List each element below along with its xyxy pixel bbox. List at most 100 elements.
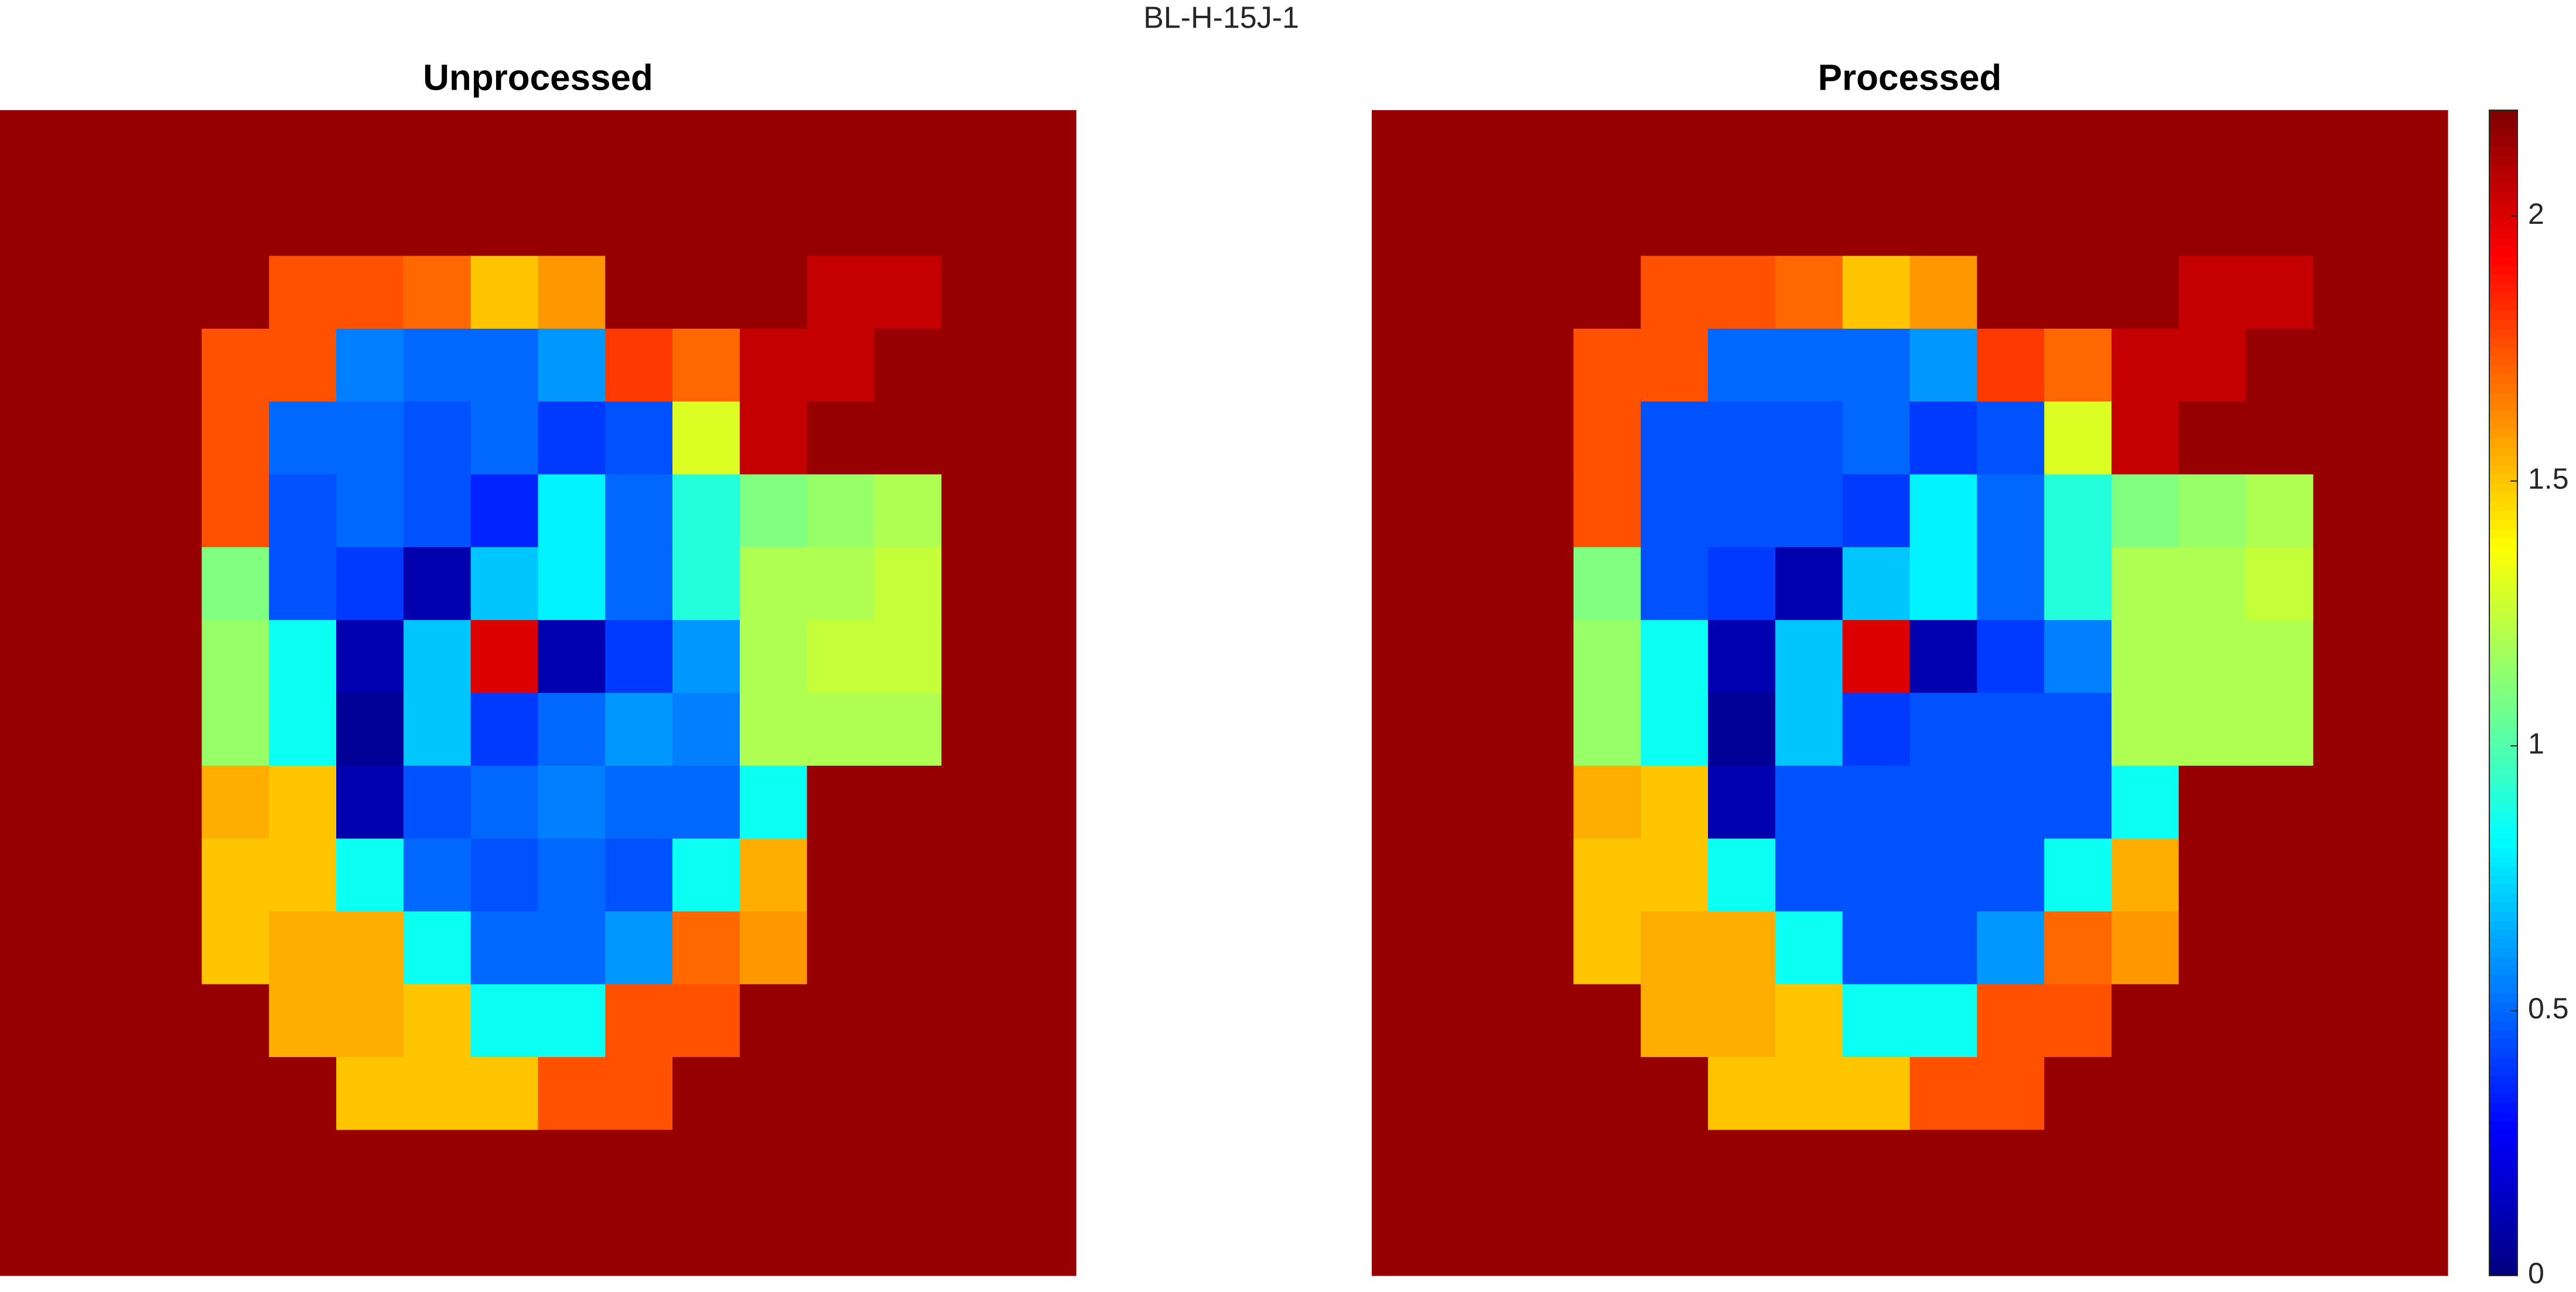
colorbar-segment bbox=[2489, 920, 2517, 930]
heatmap-cell bbox=[2044, 183, 2112, 257]
colorbar-segment bbox=[2489, 1248, 2517, 1258]
heatmap-cell bbox=[1909, 110, 1977, 183]
heatmap-cell bbox=[2313, 183, 2381, 257]
heatmap-cell bbox=[269, 328, 337, 402]
heatmap-cell bbox=[1641, 110, 1709, 183]
heatmap-cell bbox=[1439, 401, 1507, 475]
colorbar-segment bbox=[2489, 1020, 2517, 1031]
heatmap-cell bbox=[2313, 838, 2381, 912]
heatmap-cell bbox=[1842, 183, 1911, 257]
colorbar-segment bbox=[2489, 1175, 2517, 1185]
heatmap-cell bbox=[1708, 401, 1776, 475]
heatmap-cell bbox=[1909, 984, 1977, 1058]
colorbar-segment bbox=[2489, 811, 2517, 821]
colorbar-segment bbox=[2489, 483, 2517, 493]
heatmap-cell bbox=[1439, 765, 1507, 839]
heatmap-cell bbox=[67, 911, 135, 985]
heatmap-cell bbox=[2178, 620, 2247, 694]
heatmap-cell bbox=[2111, 547, 2179, 621]
heatmap-cell bbox=[470, 838, 539, 912]
heatmap-cell bbox=[2313, 474, 2381, 548]
colorbar-segment bbox=[2489, 502, 2517, 512]
heatmap-cell bbox=[2313, 110, 2381, 183]
heatmap-cell bbox=[1641, 401, 1709, 475]
colorbar-segment bbox=[2489, 765, 2517, 775]
heatmap-cell bbox=[1708, 838, 1776, 912]
heatmap-cell bbox=[1641, 911, 1709, 985]
heatmap-cell bbox=[2178, 547, 2247, 621]
heatmap-cell bbox=[739, 547, 808, 621]
heatmap-cell bbox=[470, 401, 539, 475]
heatmap-cell bbox=[1842, 328, 1911, 402]
heatmap-cell bbox=[470, 1202, 539, 1276]
colorbar-segment bbox=[2489, 438, 2517, 448]
heatmap-cell bbox=[739, 255, 808, 329]
heatmap-cell bbox=[403, 1202, 472, 1276]
heatmap-cell bbox=[2044, 547, 2112, 621]
colorbar-segment bbox=[2489, 711, 2517, 721]
heatmap-cell bbox=[807, 401, 875, 475]
colorbar-segment bbox=[2489, 201, 2517, 211]
colorbar-segment bbox=[2489, 192, 2517, 202]
heatmap-cell bbox=[2111, 1202, 2179, 1276]
heatmap-cell bbox=[269, 984, 337, 1058]
heatmap-cell bbox=[67, 1057, 135, 1130]
heatmap-cell bbox=[874, 765, 942, 839]
colorbar-segment bbox=[2489, 738, 2517, 748]
heatmap-cell bbox=[2246, 474, 2314, 548]
heatmap-cell bbox=[807, 328, 875, 402]
heatmap-cell bbox=[2044, 620, 2112, 694]
heatmap-cell bbox=[134, 838, 203, 912]
colorbar-segment bbox=[2489, 1266, 2517, 1276]
heatmap-cell bbox=[605, 911, 673, 985]
heatmap-cell bbox=[269, 838, 337, 912]
heatmap-cell bbox=[1439, 1130, 1507, 1204]
heatmap-cell bbox=[1775, 255, 1843, 329]
heatmap-cell bbox=[2246, 838, 2314, 912]
colorbar-segment bbox=[2489, 947, 2517, 957]
colorbar-segment bbox=[2489, 520, 2517, 530]
heatmap-cell bbox=[134, 984, 203, 1058]
colorbar-segment bbox=[2489, 292, 2517, 302]
colorbar-segment bbox=[2489, 538, 2517, 548]
heatmap-cell bbox=[2246, 1130, 2314, 1204]
heatmap-cell bbox=[1009, 474, 1077, 548]
heatmap-cell bbox=[403, 765, 472, 839]
colorbar-segment bbox=[2489, 574, 2517, 584]
heatmap-cell bbox=[941, 110, 1009, 183]
heatmap-cell bbox=[336, 328, 404, 402]
heatmap-cell bbox=[941, 183, 1009, 257]
heatmap-cell bbox=[67, 474, 135, 548]
heatmap-cell bbox=[0, 328, 68, 402]
heatmap-cell bbox=[1977, 1130, 2045, 1204]
heatmap-cell bbox=[807, 110, 875, 183]
heatmap-cell bbox=[739, 401, 808, 475]
heatmap-cell bbox=[605, 474, 673, 548]
colorbar-segment bbox=[2489, 1048, 2517, 1058]
heatmap-cell bbox=[336, 255, 404, 329]
heatmap-cell bbox=[1775, 1130, 1843, 1204]
heatmap-cell bbox=[1506, 183, 1574, 257]
heatmap-cell bbox=[1573, 401, 1641, 475]
heatmap-cell bbox=[1842, 547, 1911, 621]
heatmap-cell bbox=[874, 911, 942, 985]
heatmap-cell bbox=[739, 984, 808, 1058]
heatmap-cell bbox=[336, 547, 404, 621]
colorbar-segment bbox=[2489, 592, 2517, 602]
heatmap-cell bbox=[1573, 1057, 1641, 1130]
figure-title: BL-H-15J-1 bbox=[1143, 1, 1299, 35]
heatmap-cell bbox=[1977, 620, 2045, 694]
heatmap-cell bbox=[1372, 911, 1440, 985]
heatmap-cell bbox=[1506, 1057, 1574, 1130]
heatmap-cell bbox=[67, 547, 135, 621]
colorbar-segment bbox=[2489, 993, 2517, 1003]
heatmap-cell bbox=[2313, 328, 2381, 402]
heatmap-cell bbox=[1775, 693, 1843, 766]
heatmap-cell bbox=[1372, 984, 1440, 1058]
colorbar-segment bbox=[2489, 365, 2517, 375]
heatmap-cell bbox=[739, 620, 808, 694]
heatmap-cell bbox=[1977, 255, 2045, 329]
heatmap-cell bbox=[470, 328, 539, 402]
heatmap-cell bbox=[269, 693, 337, 766]
heatmap-cell bbox=[1641, 693, 1709, 766]
